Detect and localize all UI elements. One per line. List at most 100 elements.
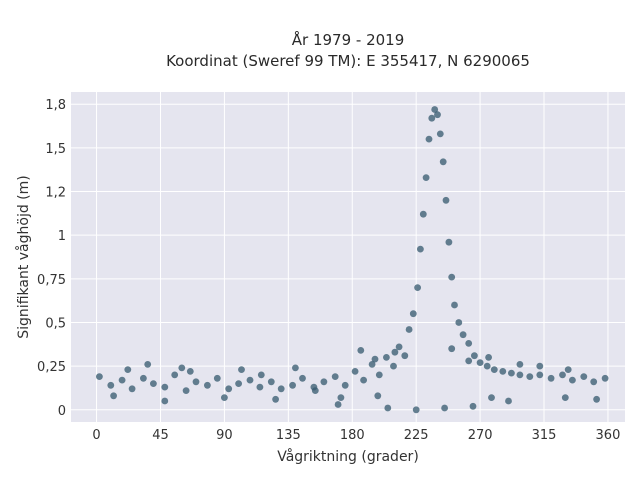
scatter-point bbox=[516, 371, 524, 379]
scatter-point bbox=[110, 392, 117, 400]
scatter-point bbox=[390, 362, 397, 370]
y-tick-label: 1,5 bbox=[45, 142, 66, 157]
scatter-point bbox=[417, 245, 424, 253]
x-tick-label: 135 bbox=[276, 428, 301, 443]
scatter-point bbox=[235, 380, 243, 387]
x-tick-label: 0 bbox=[92, 428, 100, 443]
scatter-point bbox=[471, 352, 478, 360]
plot-area bbox=[71, 92, 625, 422]
scatter-point bbox=[459, 331, 467, 339]
scatter-point bbox=[246, 376, 254, 384]
scatter-point bbox=[422, 174, 430, 182]
scatter-point bbox=[564, 366, 572, 373]
scatter-point bbox=[337, 394, 345, 401]
scatter-point bbox=[483, 362, 491, 370]
scatter-point bbox=[341, 381, 349, 389]
scatter-point bbox=[128, 385, 136, 393]
scatter-point bbox=[192, 378, 200, 386]
scatter-point bbox=[508, 369, 515, 377]
scatter-point bbox=[150, 380, 157, 387]
scatter-point bbox=[580, 373, 588, 380]
scatter-point bbox=[561, 394, 569, 401]
scatter-point bbox=[360, 376, 367, 384]
y-tick-label: 0 bbox=[58, 404, 66, 419]
x-tick-label: 270 bbox=[468, 428, 493, 443]
y-tick-label: 0,5 bbox=[45, 316, 66, 331]
scatter-point bbox=[409, 310, 417, 318]
scatter-point bbox=[465, 357, 473, 365]
scatter-point bbox=[516, 361, 524, 368]
scatter-point bbox=[391, 348, 399, 356]
scatter-point bbox=[331, 373, 339, 380]
x-axis-label: Vågriktning (grader) bbox=[277, 448, 419, 465]
scatter-point bbox=[118, 376, 126, 384]
scatter-point bbox=[451, 301, 458, 309]
scatter-point bbox=[448, 273, 456, 281]
y-tick-label: 0,75 bbox=[37, 273, 66, 288]
scatter-point bbox=[469, 402, 477, 410]
scatter-point bbox=[547, 374, 555, 382]
scatter-point bbox=[441, 404, 448, 412]
scatter-point bbox=[401, 352, 409, 360]
scatter-point bbox=[536, 362, 544, 370]
scatter-point bbox=[299, 374, 306, 382]
scatter-point bbox=[384, 404, 392, 412]
scatter-point bbox=[375, 371, 383, 379]
scatter-point bbox=[256, 383, 264, 391]
scatter-point bbox=[383, 354, 390, 361]
scatter-point bbox=[485, 354, 492, 361]
scatter-point bbox=[182, 387, 190, 394]
scatter-point bbox=[213, 374, 221, 382]
scatter-point bbox=[289, 381, 296, 389]
x-tick-label: 180 bbox=[340, 428, 365, 443]
x-tick-labels: 0 45 90 135 180 225 270 315 360 bbox=[92, 428, 620, 443]
scatter-point bbox=[225, 385, 233, 393]
scatter-point bbox=[140, 374, 147, 382]
scatter-point bbox=[186, 368, 194, 375]
x-tick-label: 225 bbox=[404, 428, 429, 443]
scatter-point bbox=[465, 340, 473, 347]
scatter-point bbox=[490, 366, 498, 373]
scatter-point bbox=[593, 395, 600, 403]
scatter-point bbox=[171, 371, 179, 379]
y-tick-label: 0,25 bbox=[37, 360, 66, 375]
scatter-point bbox=[161, 397, 169, 405]
scatter-point bbox=[124, 366, 132, 373]
scatter-point bbox=[436, 130, 444, 138]
scatter-point bbox=[204, 381, 211, 389]
scatter-point bbox=[311, 387, 319, 394]
scatter-point bbox=[334, 401, 342, 408]
scatter-point bbox=[526, 373, 534, 380]
data-points bbox=[96, 106, 609, 414]
scatter-point bbox=[488, 394, 495, 401]
scatter-point bbox=[445, 238, 453, 246]
scatter-point bbox=[505, 397, 512, 405]
scatter-point bbox=[238, 366, 245, 373]
scatter-point bbox=[144, 361, 152, 368]
scatter-point bbox=[431, 106, 439, 113]
y-tick-label: 1 bbox=[58, 229, 66, 244]
scatter-point bbox=[277, 385, 285, 393]
chart-title-line2: Koordinat (Sweref 99 TM): E 355417, N 62… bbox=[166, 52, 530, 70]
scatter-point bbox=[161, 383, 169, 391]
scatter-point bbox=[476, 359, 484, 366]
x-tick-label: 360 bbox=[596, 428, 621, 443]
y-tick-label: 1,8 bbox=[45, 98, 66, 113]
scatter-point bbox=[357, 347, 365, 354]
scatter-point bbox=[428, 114, 436, 122]
scatter-point bbox=[448, 345, 456, 353]
scatter-point bbox=[536, 371, 544, 379]
y-tick-labels: 0 0,25 0,5 0,75 1 1,2 1,5 1,8 bbox=[37, 98, 66, 419]
scatter-point bbox=[320, 378, 328, 386]
scatter-point bbox=[257, 371, 265, 379]
scatter-point bbox=[371, 355, 379, 363]
scatter-point bbox=[351, 368, 359, 375]
x-tick-label: 315 bbox=[532, 428, 557, 443]
scatter-point bbox=[559, 371, 566, 379]
scatter-point bbox=[405, 326, 413, 333]
scatter-point bbox=[499, 368, 507, 375]
gridlines bbox=[71, 92, 625, 422]
scatter-point bbox=[425, 135, 433, 143]
scatter-point bbox=[267, 378, 275, 386]
